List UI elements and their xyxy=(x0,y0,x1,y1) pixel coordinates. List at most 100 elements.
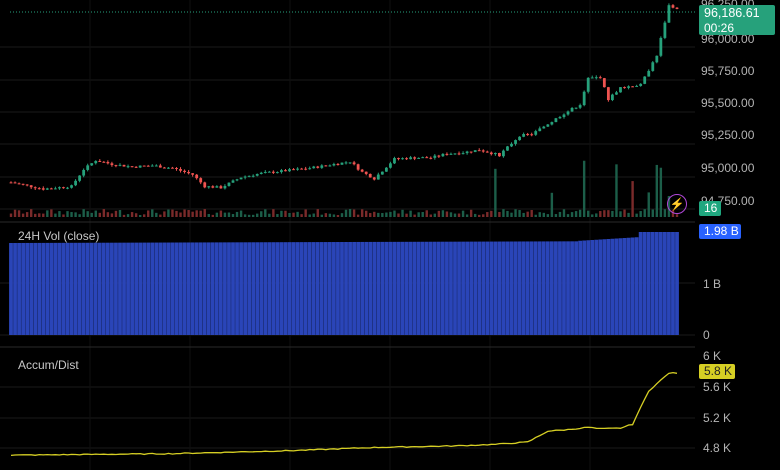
candle-body xyxy=(534,131,538,135)
overlay-volume-bar xyxy=(631,181,634,217)
candle-body xyxy=(219,186,223,189)
candle-body xyxy=(631,86,634,88)
ad-pane-title[interactable]: Accum/Dist xyxy=(18,358,79,372)
candle-body xyxy=(106,162,110,164)
volume-bar xyxy=(667,232,671,335)
volume-bar xyxy=(110,242,114,335)
candle-body xyxy=(29,185,33,188)
volume-bar xyxy=(315,242,320,335)
candle-body xyxy=(453,153,457,155)
overlay-volume-bar xyxy=(284,210,287,217)
accum-dist-line[interactable] xyxy=(10,371,678,457)
candle-body xyxy=(449,153,453,155)
ad-axis[interactable]: 6 K 5.6 K 5.2 K 4.8 K xyxy=(703,349,731,455)
overlay-volume-bar xyxy=(611,210,614,217)
overlay-volume-bar xyxy=(389,211,392,217)
ad-last-badge: 5.8 K xyxy=(699,364,735,379)
candle-body xyxy=(70,185,73,188)
volume-bar xyxy=(263,242,268,335)
candle-body xyxy=(235,179,239,181)
volume-bar xyxy=(368,241,373,335)
candle-body xyxy=(514,140,517,144)
volume-bar xyxy=(29,242,34,335)
candle-body xyxy=(663,22,667,38)
candle-body xyxy=(530,134,534,136)
volume-bar xyxy=(477,241,482,335)
volume-bar xyxy=(57,242,62,335)
overlay-volume-bar xyxy=(102,209,106,217)
volume-bar xyxy=(150,242,155,335)
candle-body xyxy=(380,171,384,175)
volume-bar xyxy=(235,242,239,335)
candle-body xyxy=(263,171,267,173)
volume-bar xyxy=(138,242,143,335)
volume-last-value: 1.98 B xyxy=(704,224,739,238)
overlay-volume-bar xyxy=(591,214,594,217)
volume-bar xyxy=(105,242,110,335)
overlay-volume-bar xyxy=(473,213,477,217)
volume-bar xyxy=(69,242,74,335)
overlay-volume-bar xyxy=(457,213,461,217)
volume-bar xyxy=(602,239,607,335)
overlay-volume-bar xyxy=(340,213,344,217)
overlay-volume-bar xyxy=(134,213,138,217)
price-tick-label: 96,000.00 xyxy=(701,32,755,46)
candle-body xyxy=(320,165,324,168)
overlay-volume-bar xyxy=(78,214,81,217)
overlay-volume-bar xyxy=(409,210,412,217)
candle-body xyxy=(586,77,590,92)
overlay-volume-bar xyxy=(54,213,57,217)
volume-bar xyxy=(533,241,538,335)
candlestick-series[interactable] xyxy=(9,3,679,191)
overlay-volume-bar xyxy=(143,214,146,217)
overlay-volume-bar xyxy=(292,212,295,217)
candle-body xyxy=(364,171,368,174)
overlay-volume-bar xyxy=(207,213,210,217)
overlay-volume-bar xyxy=(256,213,259,217)
overlay-volume-bar xyxy=(546,214,550,217)
volume-bar xyxy=(198,242,203,335)
volume-bar xyxy=(574,241,578,335)
overlay-volume-bar xyxy=(502,209,505,217)
overlay-volume-bar xyxy=(86,211,89,217)
volume-bar xyxy=(590,240,595,335)
overlay-volume-bar xyxy=(211,214,215,217)
candle-body xyxy=(635,85,639,87)
overlay-volume-bar xyxy=(566,214,570,217)
candle-body xyxy=(457,153,461,155)
overlay-volume-bar xyxy=(130,212,134,217)
volume-bar xyxy=(319,242,324,335)
overlay-volume-bar xyxy=(247,214,251,217)
candle-body xyxy=(445,153,449,155)
overlay-volume-bar xyxy=(276,214,279,217)
volume-bar xyxy=(41,242,46,335)
candle-body xyxy=(9,182,13,184)
candle-body xyxy=(397,158,400,160)
volume-bar xyxy=(618,238,623,335)
volume-axis[interactable]: 1 B 0 xyxy=(703,277,721,342)
candle-body xyxy=(49,188,53,190)
volume-bar xyxy=(614,238,619,335)
volume-bar xyxy=(9,243,13,335)
volume-bar xyxy=(634,237,639,335)
candle-body xyxy=(312,166,316,169)
candle-body xyxy=(25,184,29,186)
last-price-badge: 96,186.61 00:26 xyxy=(699,5,775,35)
volume-pane-title[interactable]: 24H Vol (close) xyxy=(18,229,100,243)
volume-bar xyxy=(598,239,603,335)
candle-body xyxy=(550,122,554,125)
volume-bar xyxy=(73,242,78,335)
volume-bar xyxy=(340,242,344,335)
overlay-volume-bar xyxy=(106,212,110,217)
overlay-volume-bar xyxy=(465,214,469,217)
overlay-volume-bar xyxy=(219,210,223,217)
candle-body xyxy=(267,171,271,173)
overlay-volume-bar xyxy=(239,210,243,217)
lightning-icon[interactable]: ⚡ xyxy=(667,194,687,214)
candle-body xyxy=(425,157,429,159)
volume-24h-bars[interactable] xyxy=(9,232,679,335)
candle-body xyxy=(421,157,425,159)
overlay-volume-bar xyxy=(441,210,445,217)
volume-bar xyxy=(420,241,425,335)
